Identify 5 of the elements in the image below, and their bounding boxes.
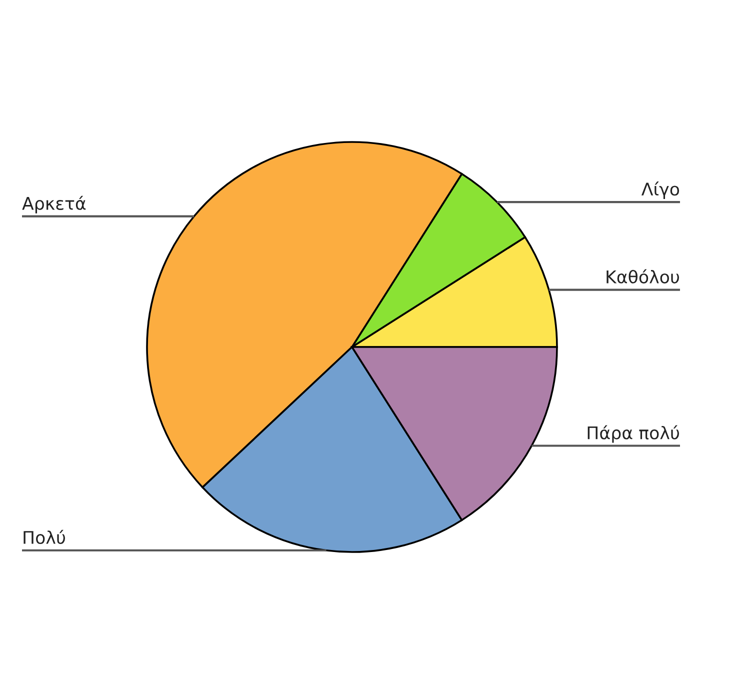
slice-label: Καθόλου: [606, 269, 679, 284]
slice-label: Πάρα πολύ: [588, 425, 679, 443]
slice-label: Αρκετά: [22, 196, 86, 214]
slice-label: Πολύ: [24, 530, 65, 544]
slice-label: Λίγο: [641, 182, 680, 200]
